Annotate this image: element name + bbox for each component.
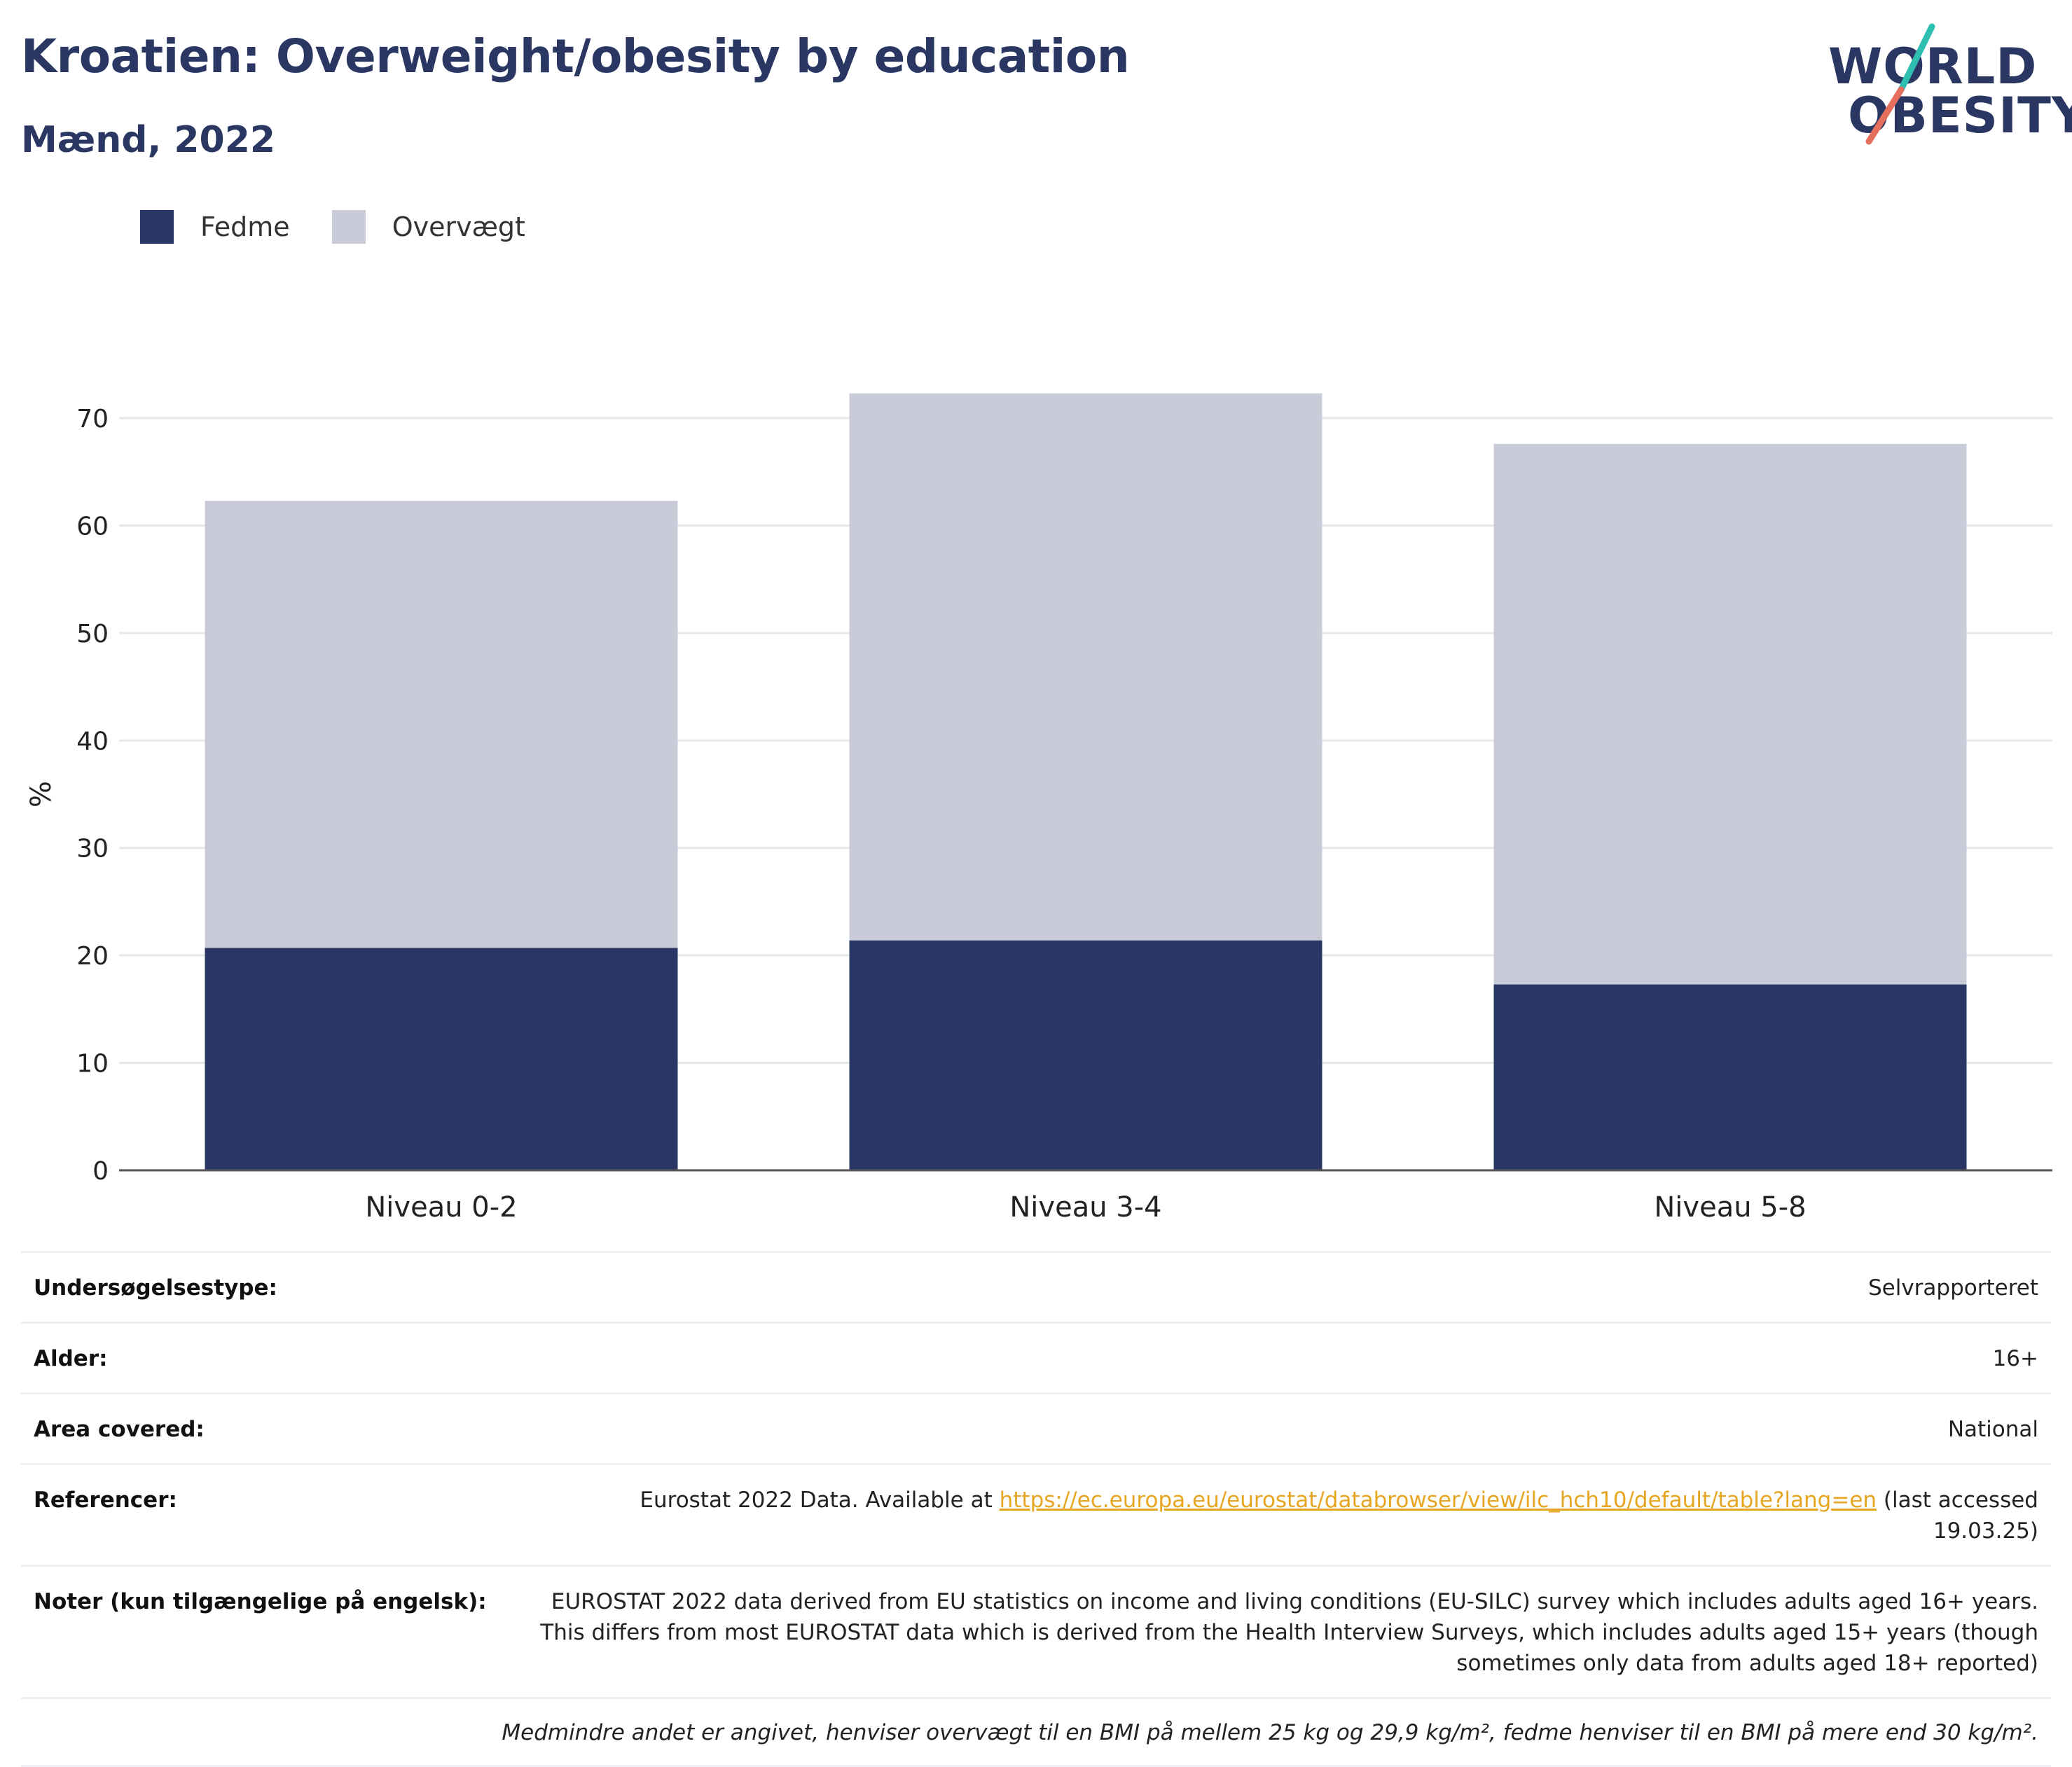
y-axis-label: %: [25, 781, 57, 808]
legend-swatch-overvaegt: [331, 210, 366, 244]
y-tick-label: 20: [76, 942, 109, 971]
bar-fedme: [205, 948, 678, 1170]
info-row-notes: Noter (kun tilgængelige på engelsk): EUR…: [21, 1565, 2051, 1697]
chart-subtitle: Mænd, 2022: [21, 119, 276, 161]
bar-fedme: [849, 940, 1322, 1170]
notes-value: EUROSTAT 2022 data derived from EU stati…: [540, 1589, 2038, 1676]
y-tick-label: 10: [76, 1050, 109, 1079]
logo-slash-icon: [1865, 23, 1935, 145]
y-tick-label: 60: [76, 512, 109, 541]
bar-fedme: [1493, 984, 1967, 1170]
info-row-references: Referencer: Eurostat 2022 Data. Availabl…: [21, 1463, 2051, 1565]
references-prefix: Eurostat 2022 Data. Available at: [640, 1488, 1000, 1513]
x-tick-label: Niveau 0-2: [365, 1191, 517, 1219]
legend-item-fedme[interactable]: Fedme: [140, 210, 290, 244]
legend-swatch-fedme: [140, 210, 174, 244]
info-row-survey-type: Undersøgelsestype: Selvrapporteret: [21, 1251, 2051, 1322]
references-value: Eurostat 2022 Data. Available at https:/…: [532, 1485, 2038, 1546]
chart-legend: Fedme Overvægt: [140, 210, 567, 244]
y-tick-label: 30: [76, 835, 109, 864]
bar-overvaegt: [1493, 443, 1967, 985]
stacked-bar-chart: 0 10 20 30 40 50 60 70% Niveau 0-2 Niveau 3-4 Nive…: [25, 393, 2052, 1219]
x-tick-label: Niveau 3-4: [1009, 1191, 1161, 1219]
info-label: Alder:: [34, 1346, 108, 1371]
info-label: Referencer:: [34, 1488, 177, 1513]
world-obesity-logo: WORLD OBESITY: [1828, 21, 2072, 151]
y-tick-label: 40: [76, 727, 109, 756]
info-label: Noter (kun tilgængelige på engelsk):: [34, 1589, 487, 1614]
y-tick-label: 50: [76, 620, 109, 649]
info-value: Selvrapporteret: [1867, 1275, 2038, 1301]
chart-title: Kroatien: Overweight/obesity by educatio…: [21, 29, 1130, 83]
info-label: Undersøgelsestype:: [34, 1275, 277, 1301]
y-tick-label: 0: [92, 1157, 109, 1186]
bar-overvaegt: [849, 393, 1322, 941]
legend-label-fedme: Fedme: [200, 212, 290, 242]
eurostat-link[interactable]: https://ec.europa.eu/eurostat/databrowse…: [999, 1488, 1877, 1513]
x-tick-label: Niveau 5-8: [1654, 1191, 1806, 1219]
info-value: National: [1947, 1417, 2038, 1442]
y-tick-label: 70: [76, 405, 109, 434]
info-value: 16+: [1992, 1346, 2038, 1371]
legend-label-overvaegt: Overvægt: [392, 212, 525, 242]
bmi-footnote: Medmindre andet er angivet, henviser ove…: [21, 1697, 2051, 1767]
info-row-area: Area covered: National: [21, 1392, 2051, 1463]
info-row-age: Alder: 16+: [21, 1322, 2051, 1392]
logo-word-world: WORLD: [1828, 38, 2038, 95]
legend-item-overvaegt[interactable]: Overvægt: [331, 210, 525, 244]
info-label: Area covered:: [34, 1417, 205, 1442]
references-suffix: (last accessed 19.03.25): [1877, 1488, 2038, 1544]
bar-overvaegt: [205, 501, 678, 948]
info-table: Undersøgelsestype: Selvrapporteret Alder…: [21, 1251, 2051, 1767]
